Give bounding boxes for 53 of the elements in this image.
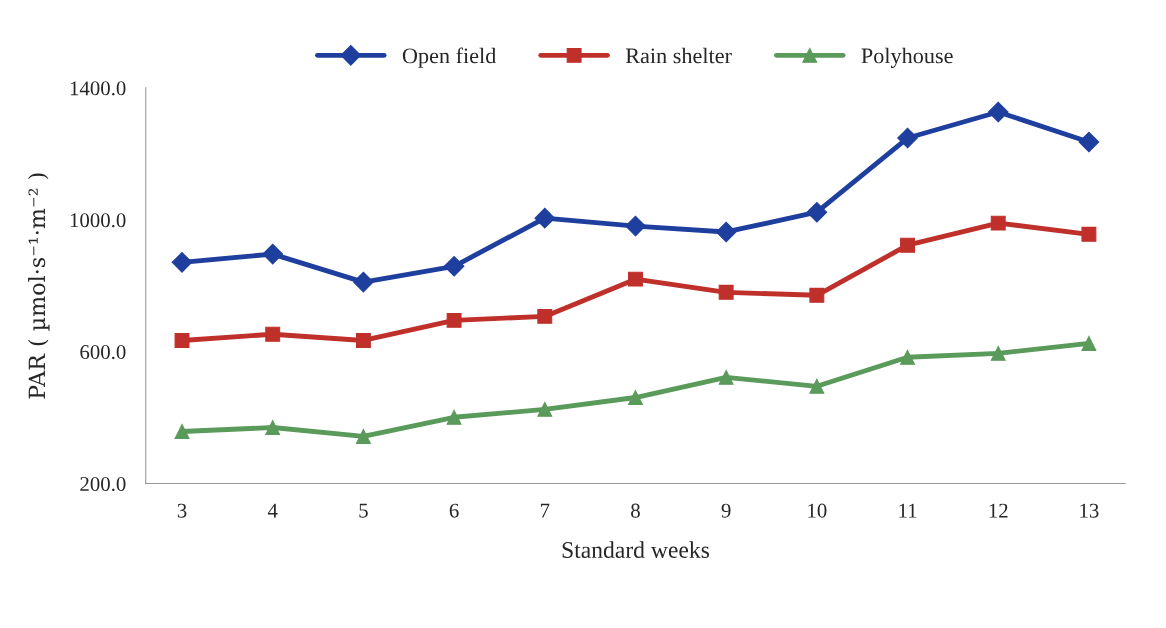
point xyxy=(718,369,734,385)
x-tick-label: 10 xyxy=(808,503,827,518)
point xyxy=(355,428,371,444)
point xyxy=(537,308,553,324)
y-axis-title: PAR ( µmol·s⁻¹·m⁻² ) xyxy=(28,173,50,399)
y-tick-label: 1400.0 xyxy=(70,81,126,96)
point xyxy=(987,101,1009,123)
point xyxy=(1078,131,1100,153)
x-tick-label: 7 xyxy=(540,503,550,518)
point xyxy=(897,127,918,149)
x-axis-title: Standard weeks xyxy=(562,541,710,558)
point xyxy=(900,237,915,253)
point xyxy=(355,333,371,348)
x-tick-label: 4 xyxy=(267,503,278,518)
x-tick-label: 11 xyxy=(899,503,917,518)
x-tick-label: 9 xyxy=(721,503,731,518)
x-tick-label: 5 xyxy=(359,503,368,518)
point xyxy=(446,312,462,328)
legend-label: Polyhouse xyxy=(861,47,953,68)
point xyxy=(628,390,643,405)
point xyxy=(628,271,643,287)
point xyxy=(1081,335,1097,351)
x-tick-label: 3 xyxy=(177,503,187,518)
legend-label: Open field xyxy=(402,47,497,68)
point xyxy=(537,401,553,417)
point xyxy=(806,201,828,223)
legend-label: Rain shelter xyxy=(625,47,732,64)
y-tick-label: 600.0 xyxy=(80,345,126,360)
x-tick-label: 6 xyxy=(449,503,459,518)
point xyxy=(446,409,462,425)
point xyxy=(1081,226,1097,242)
point xyxy=(809,378,825,394)
point xyxy=(353,271,374,293)
point xyxy=(171,251,193,273)
point xyxy=(265,326,281,342)
point xyxy=(174,424,190,439)
point xyxy=(174,333,190,348)
point xyxy=(718,284,734,300)
point xyxy=(715,221,737,243)
point xyxy=(265,420,281,435)
x-tick-label: 8 xyxy=(631,503,640,518)
point xyxy=(625,215,646,237)
point xyxy=(900,349,915,365)
x-tick-label: 13 xyxy=(1080,503,1099,518)
point xyxy=(809,287,825,303)
y-tick-label: 200.0 xyxy=(80,476,126,492)
point xyxy=(534,207,556,229)
point xyxy=(262,243,284,265)
point xyxy=(990,345,1006,361)
point xyxy=(990,215,1006,231)
x-tick-label: 12 xyxy=(989,503,1008,518)
y-tick-label: 1000.0 xyxy=(70,213,126,228)
point xyxy=(443,255,465,277)
